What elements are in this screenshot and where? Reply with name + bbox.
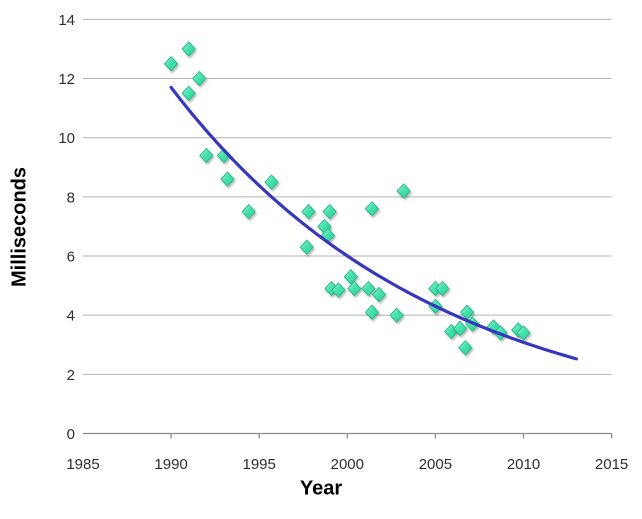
x-axis — [83, 432, 613, 439]
x-tick-label: 1995 — [243, 456, 276, 473]
data-point — [299, 239, 314, 255]
y-axis-title: Milliseconds — [8, 166, 31, 288]
data-point — [347, 280, 362, 297]
data-point — [199, 147, 214, 164]
data-point — [301, 203, 316, 220]
data-point — [264, 174, 279, 190]
data-point — [371, 286, 387, 303]
data-point — [163, 56, 179, 72]
y-tick-label: 4 — [67, 308, 75, 325]
y-tick-label: 8 — [67, 189, 75, 206]
y-tick-label: 10 — [58, 130, 75, 147]
x-tick-label: 1985 — [66, 456, 99, 473]
x-tick-label: 2015 — [595, 456, 628, 473]
data-point — [192, 70, 207, 87]
x-axis-tick-labels: 1985 1990 1995 2000 2005 2010 2015 — [66, 456, 628, 473]
data-point — [181, 85, 196, 102]
data-point — [396, 183, 411, 199]
data-point — [241, 203, 256, 220]
data-point — [220, 171, 235, 187]
data-point — [322, 203, 337, 220]
data-point — [389, 307, 404, 323]
y-tick-label: 12 — [58, 71, 75, 88]
trendline-layer — [169, 85, 578, 361]
data-point — [516, 325, 531, 341]
gridlines — [83, 18, 612, 375]
trendline — [169, 85, 578, 361]
data-point — [364, 200, 380, 217]
data-point — [364, 304, 380, 320]
x-tick-label: 1990 — [154, 456, 187, 473]
y-tick-label: 14 — [58, 12, 75, 29]
scatter-points — [163, 41, 531, 356]
x-tick-label: 2000 — [331, 456, 364, 473]
data-point — [181, 41, 196, 57]
data-point — [331, 282, 346, 298]
data-point — [343, 268, 359, 285]
data-point — [435, 280, 450, 297]
data-point — [458, 339, 473, 356]
x-tick-label: 2005 — [419, 456, 452, 473]
data-point — [452, 320, 468, 337]
y-tick-label: 0 — [67, 426, 75, 443]
y-tick-label: 6 — [67, 249, 75, 266]
y-axis-tick-labels: 0 2 4 6 8 10 12 14 — [58, 12, 75, 443]
y-tick-label: 2 — [67, 367, 75, 384]
data-point — [361, 280, 376, 297]
x-tick-label: 2010 — [507, 456, 540, 473]
x-axis-title: Year — [299, 477, 343, 500]
